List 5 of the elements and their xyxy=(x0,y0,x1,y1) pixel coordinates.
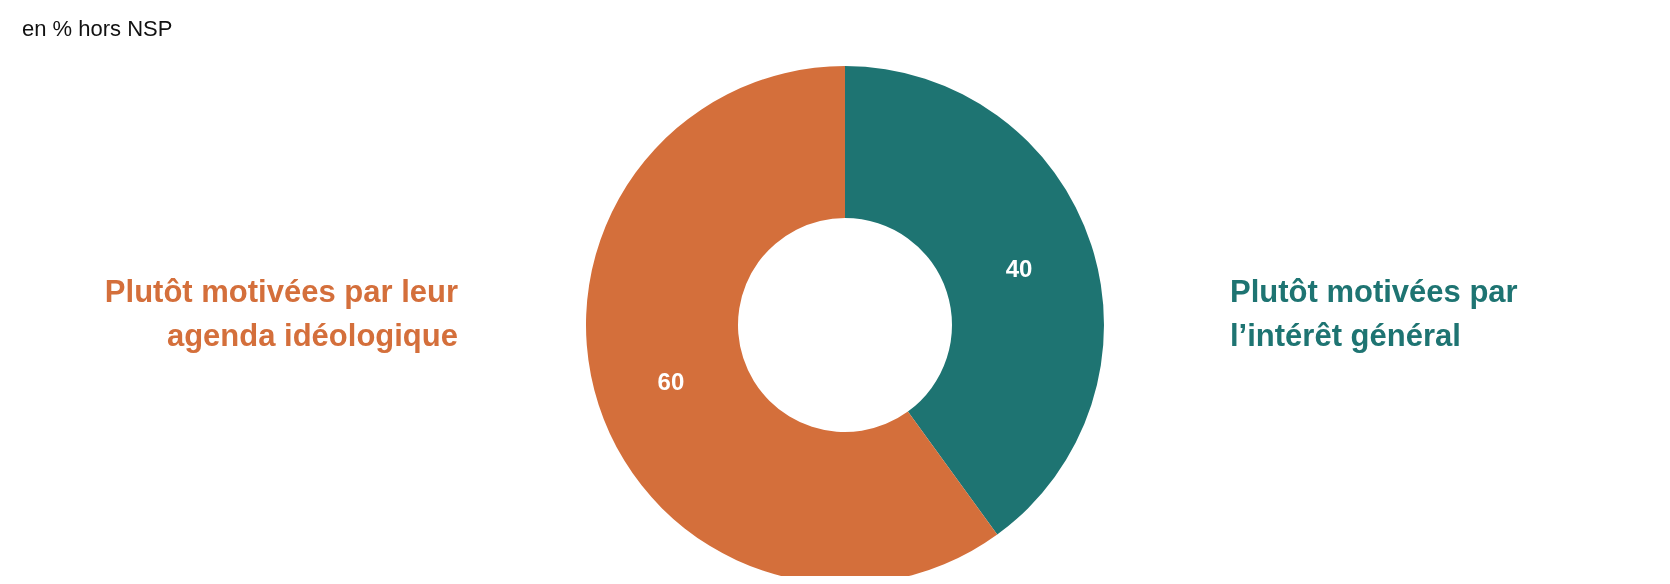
slice-label: Plutôt motivées par leur agenda idéologique xyxy=(103,273,458,355)
data-label: 40 xyxy=(1005,254,1033,282)
slice-label: Plutôt motivées par l’intérêt général xyxy=(1230,273,1519,355)
data-label: 60 xyxy=(657,368,685,396)
chart-subtitle: en % hors NSP xyxy=(22,16,173,42)
